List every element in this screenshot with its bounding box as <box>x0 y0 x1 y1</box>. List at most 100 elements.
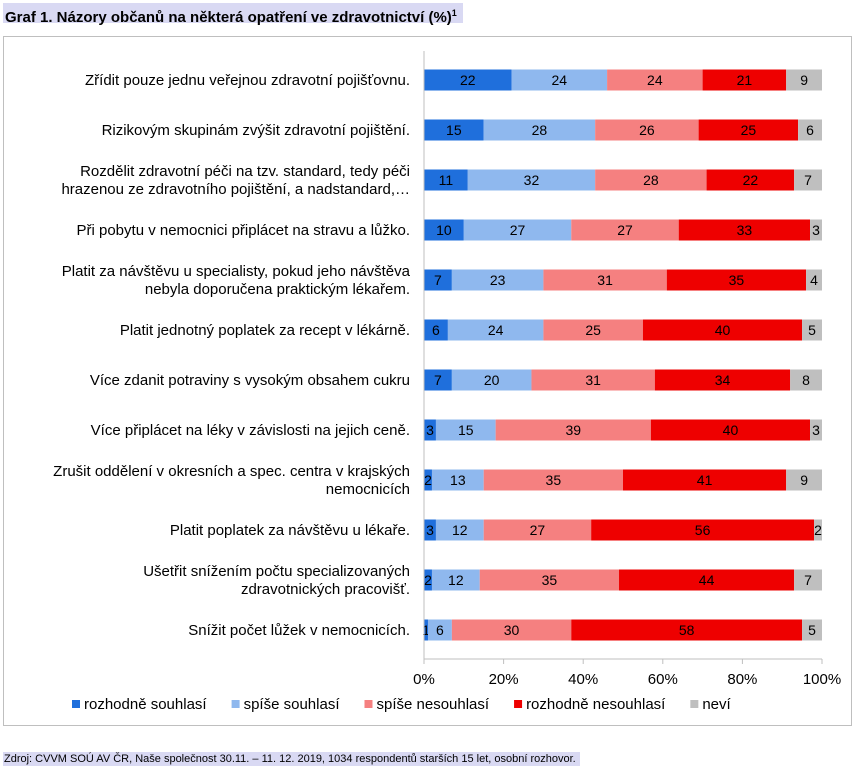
bar-segment <box>483 469 623 491</box>
bar-segment <box>698 119 799 141</box>
category-label: Při pobytu v nemocnici připlácet na stra… <box>77 222 411 239</box>
bar-segment <box>451 619 572 641</box>
bar-segment <box>810 219 822 241</box>
x-tick-label: 60% <box>648 671 678 688</box>
bar-segment <box>623 469 787 491</box>
bar-segment <box>531 369 655 391</box>
data-label: 3 <box>812 422 820 438</box>
data-label: 41 <box>697 472 713 488</box>
category-label: hrazenou ze zdravotního pojištění, a nad… <box>61 181 410 198</box>
bar-segment <box>571 619 803 641</box>
chart-title-text: Graf 1. Názory občanů na některá opatřen… <box>5 9 452 26</box>
bar-segment <box>654 369 791 391</box>
data-label: 8 <box>802 372 810 388</box>
bar-segment <box>794 569 822 591</box>
data-label: 4 <box>810 272 818 288</box>
data-label: 30 <box>504 622 520 638</box>
category-label: Snížit počet lůžek v nemocnicích. <box>188 622 410 639</box>
bar-segment <box>802 319 822 341</box>
bar-segment <box>435 519 484 541</box>
data-label: 2 <box>424 572 432 588</box>
data-label: 25 <box>585 322 601 338</box>
bar-segment <box>424 469 432 491</box>
chart-title: Graf 1. Názory občanů na některá opatřen… <box>3 3 463 26</box>
bar-segment <box>483 519 592 541</box>
legend-label: spíše nesouhlasí <box>376 696 489 713</box>
bar-segment <box>619 569 795 591</box>
data-label: 12 <box>448 572 464 588</box>
data-label: 58 <box>679 622 695 638</box>
data-label: 35 <box>542 572 558 588</box>
bar-segment <box>595 119 699 141</box>
legend-label: rozhodně nesouhlasí <box>526 696 666 713</box>
bar-segment <box>794 169 822 191</box>
data-label: 23 <box>490 272 506 288</box>
data-label: 2 <box>814 522 822 538</box>
data-label: 40 <box>715 322 731 338</box>
bar-segment <box>678 219 811 241</box>
category-label: nebyla doporučena praktickým lékařem. <box>145 281 410 298</box>
data-label: 27 <box>510 222 526 238</box>
bar-segment <box>424 119 484 141</box>
source-note: Zdroj: CVVM SOÚ AV ČR, Naše společnost 3… <box>3 752 580 766</box>
legend-swatch <box>72 700 80 708</box>
data-label: 32 <box>524 172 540 188</box>
data-label: 5 <box>808 622 816 638</box>
data-label: 6 <box>436 622 444 638</box>
data-label: 9 <box>800 472 808 488</box>
bar-segment <box>642 319 803 341</box>
data-label: 3 <box>812 222 820 238</box>
bar-segment <box>424 169 468 191</box>
bar-segment <box>424 569 432 591</box>
bar-segment <box>424 219 464 241</box>
bar-segment <box>435 419 496 441</box>
category-label: Ušetřit snížením počtu specializovaných <box>143 563 410 580</box>
bar-segment <box>810 419 822 441</box>
data-label: 1 <box>422 622 430 638</box>
bar-segment <box>786 469 822 491</box>
legend-swatch <box>690 700 699 708</box>
bar-segment <box>424 269 452 291</box>
bar-segment <box>451 369 532 391</box>
bar-segment <box>806 269 822 291</box>
data-label: 24 <box>488 322 504 338</box>
category-label: Zřídit pouze jednu veřejnou zdravotní po… <box>85 72 410 89</box>
category-label: zdravotnických pracovišť. <box>241 581 410 598</box>
bar-segment <box>802 619 822 641</box>
data-label: 39 <box>565 422 581 438</box>
bar-segment <box>571 219 679 241</box>
bar-segment <box>786 69 822 91</box>
data-label: 5 <box>808 322 816 338</box>
bar-segment <box>424 419 436 441</box>
data-label: 15 <box>458 422 474 438</box>
bar-segment <box>447 319 544 341</box>
chart-title-footnote: 1 <box>451 8 457 18</box>
bar-segment <box>431 569 480 591</box>
data-label: 27 <box>617 222 633 238</box>
bar-segment <box>702 69 787 91</box>
bar-segment <box>424 619 428 641</box>
data-label: 24 <box>552 72 568 88</box>
data-label: 15 <box>446 122 462 138</box>
data-label: 26 <box>639 122 655 138</box>
data-label: 7 <box>434 372 442 388</box>
x-tick-label: 80% <box>727 671 757 688</box>
data-label: 24 <box>647 72 663 88</box>
category-label: Více zdanit potraviny s vysokým obsahem … <box>90 372 410 389</box>
data-label: 27 <box>530 522 546 538</box>
data-label: 12 <box>452 522 468 538</box>
legend-label: rozhodně souhlasí <box>84 696 207 713</box>
data-label: 34 <box>715 372 731 388</box>
data-label: 22 <box>460 72 476 88</box>
data-label: 9 <box>800 72 808 88</box>
data-label: 11 <box>439 172 454 188</box>
data-label: 3 <box>426 422 434 438</box>
category-label: Rizikovým skupinám zvýšit zdravotní poji… <box>102 122 410 139</box>
bar-segment <box>424 369 452 391</box>
data-label: 13 <box>450 472 466 488</box>
data-label: 7 <box>804 172 812 188</box>
x-tick-label: 20% <box>489 671 519 688</box>
category-label: Platit za návštěvu u specialisty, pokud … <box>62 263 411 280</box>
bar-segment <box>511 69 608 91</box>
